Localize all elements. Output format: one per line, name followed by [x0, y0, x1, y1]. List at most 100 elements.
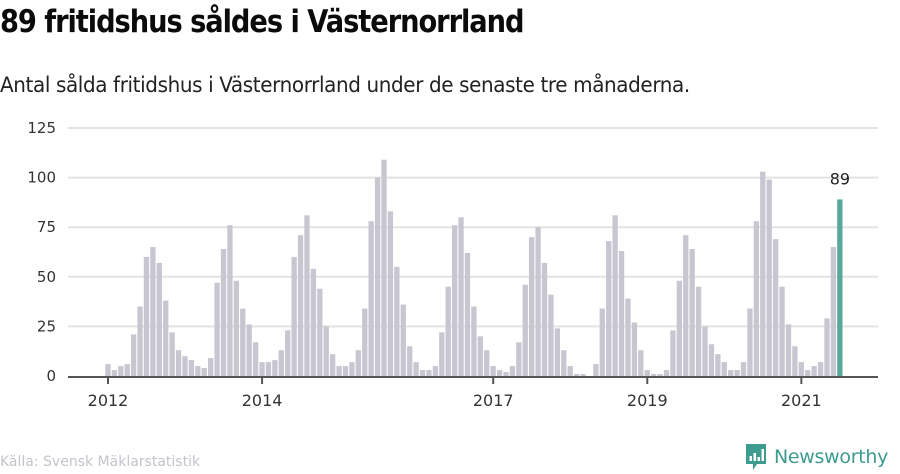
bar: [400, 304, 406, 376]
bar: [323, 326, 329, 376]
bar: [130, 334, 137, 376]
bar: [297, 235, 304, 376]
bar: [150, 247, 156, 376]
bar: [285, 330, 291, 376]
bar: [695, 286, 702, 376]
bar: [259, 362, 265, 376]
bar: [580, 374, 586, 376]
bar: [554, 328, 561, 376]
bar-chart: 0 25 50 75 100 125 2012 2014 2017 2019 2021 89: [27, 119, 878, 410]
gridlines: [68, 127, 878, 328]
bar: [734, 370, 740, 376]
highlight-value-label: 89: [830, 169, 850, 188]
bar: [798, 362, 804, 376]
bar: [484, 350, 490, 376]
bar: [548, 294, 554, 376]
bar: [638, 350, 644, 376]
bar: [811, 366, 817, 376]
bar: [760, 171, 766, 376]
bar: [830, 247, 837, 376]
bar: [689, 249, 695, 376]
bar: [785, 324, 792, 376]
bar: [529, 237, 535, 376]
bar: [188, 360, 195, 376]
bar: [278, 350, 284, 376]
bar: [593, 364, 599, 376]
bar: [208, 358, 214, 376]
bars: [105, 159, 843, 376]
bar: [368, 221, 374, 376]
bar: [657, 374, 663, 376]
bar: [349, 362, 355, 376]
x-tick-label: 2012: [88, 391, 129, 410]
bar: [426, 370, 432, 376]
bar: [503, 372, 509, 376]
data-labels: 89: [830, 169, 850, 188]
brand-name: Newsworthy: [774, 446, 889, 468]
bar: [535, 227, 541, 376]
chart-subtitle: Antal sålda fritidshus i Västernorrland …: [0, 73, 690, 97]
y-tick-label: 100: [27, 169, 56, 187]
bar: [265, 362, 272, 376]
bar: [670, 330, 676, 376]
bar: [413, 362, 419, 376]
bar: [220, 249, 227, 376]
bar: [458, 217, 464, 376]
newsworthy-logo[interactable]: Newsworthy: [744, 442, 888, 472]
bar: [451, 225, 458, 376]
bar: [728, 370, 734, 376]
bar: [516, 342, 522, 376]
bar: [721, 362, 727, 376]
bar: [252, 342, 259, 376]
bar: [573, 374, 580, 376]
bar: [272, 360, 278, 376]
bar: [792, 346, 798, 376]
bar: [702, 326, 708, 376]
x-tick-label: 2019: [627, 391, 668, 410]
bar: [683, 235, 689, 376]
bar: [606, 241, 612, 376]
bar: [175, 350, 182, 376]
y-tick-label: 25: [37, 317, 56, 335]
bar: [631, 322, 638, 376]
bar-highlighted: [837, 199, 843, 376]
bar: [805, 370, 811, 376]
bar: [522, 284, 528, 376]
bar: [329, 354, 336, 376]
bar: [105, 364, 111, 376]
bar: [753, 221, 760, 376]
bar: [387, 211, 394, 376]
bar: [342, 366, 349, 376]
bar: [233, 280, 240, 376]
bar: [496, 370, 503, 376]
bar: [374, 177, 381, 376]
bar: [201, 368, 207, 376]
x-tick-label: 2017: [473, 391, 514, 410]
bar: [118, 366, 124, 376]
bar: [445, 286, 451, 376]
bar: [708, 344, 715, 376]
bar: [407, 346, 413, 376]
bar: [509, 366, 516, 376]
bar: [304, 215, 310, 376]
bar: [747, 308, 753, 376]
bar: [163, 300, 169, 376]
bar: [394, 266, 400, 376]
bar: [715, 354, 721, 376]
bar: [240, 308, 246, 376]
bar: [676, 280, 682, 376]
x-tick-label: 2014: [242, 391, 283, 410]
bar: [490, 366, 496, 376]
bar: [644, 370, 650, 376]
bar: [464, 252, 471, 376]
bar: [477, 336, 483, 376]
bar: [124, 364, 130, 376]
bar: [336, 366, 342, 376]
bar: [612, 215, 618, 376]
bar: [599, 308, 605, 376]
y-tick-label: 0: [46, 367, 56, 385]
bar-chart-speech-bubble-icon: [746, 444, 766, 470]
y-tick-label: 75: [37, 218, 56, 236]
bar: [772, 239, 779, 376]
x-tick-label: 2021: [781, 391, 822, 410]
